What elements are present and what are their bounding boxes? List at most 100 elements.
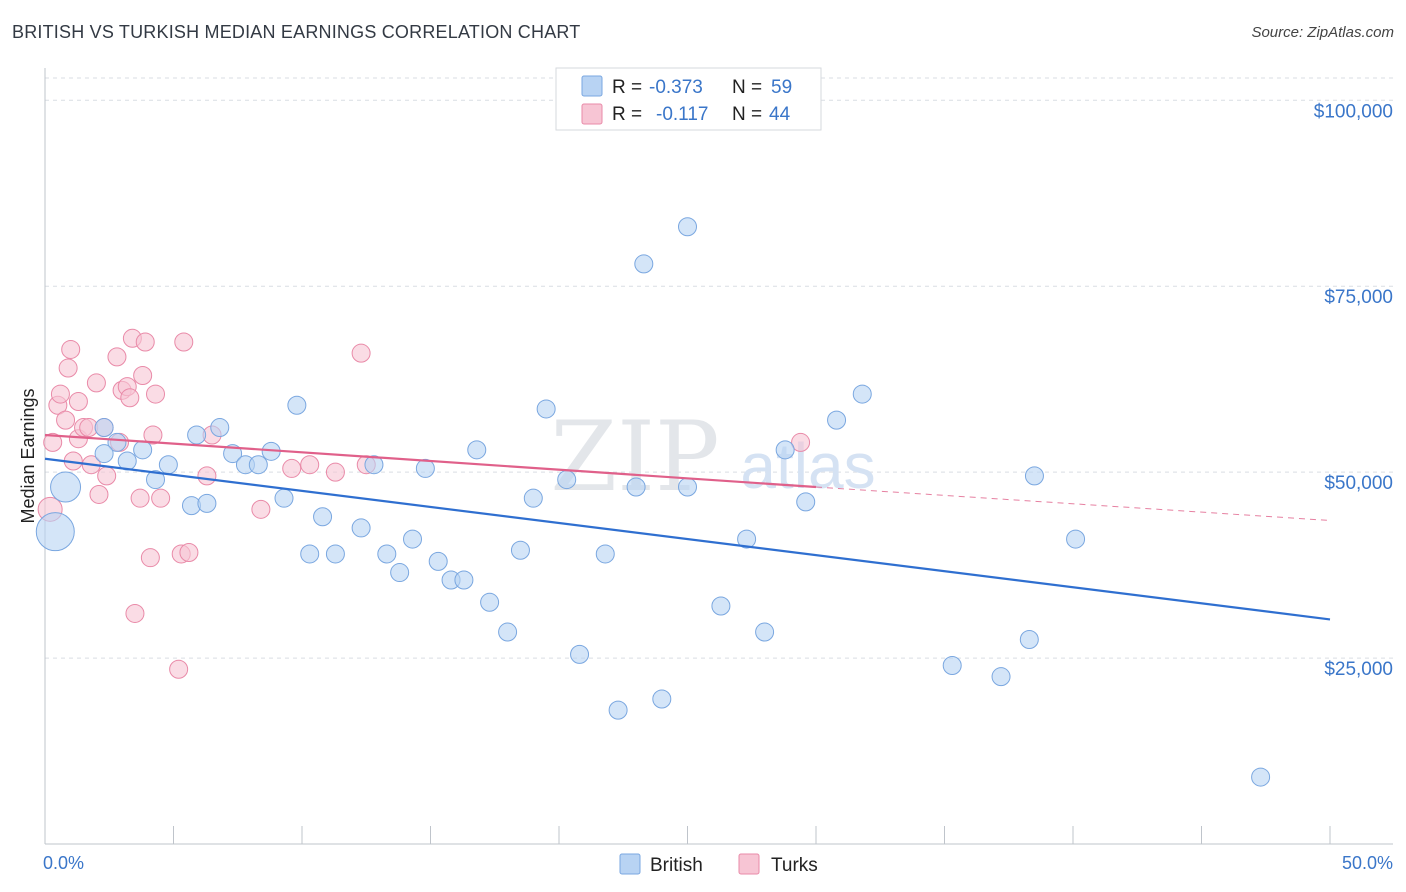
legend-british-r-label: R = [612,77,642,98]
british-point [557,470,577,490]
british-point [498,622,518,642]
british-point [755,622,775,642]
bottom-legend-turks: Turks [771,855,818,876]
turks-point [791,432,811,452]
turks-point [325,462,345,482]
bottom-legend-swatch-turks [738,853,760,875]
british-point [300,544,320,564]
british-point [796,492,816,512]
turks-point [130,488,150,508]
british-point [94,444,114,464]
british-point [94,418,114,438]
turks-point [86,373,106,393]
trend-lines [44,433,1331,621]
british-point [536,399,556,419]
watermark: ZIP atlas [550,401,875,513]
british-point [248,455,268,475]
british-point [737,529,757,549]
british-point [364,455,384,475]
british-point [377,544,397,564]
british-point [403,529,423,549]
british-point [852,384,872,404]
british-point [287,395,307,415]
grid [45,77,1393,659]
british-point [608,700,628,720]
turks-point [300,455,320,475]
british-point [428,551,448,571]
turks-point [125,603,145,623]
turks-point [97,466,117,486]
british-point [107,432,127,452]
turks-point [89,484,109,504]
bottom-legend-british: British [650,855,703,876]
y-tick-label: $50,000 [1324,473,1393,494]
legend-turks-n-label: N = [732,104,762,125]
british-point [570,644,590,664]
british-point [1066,529,1086,549]
legend-box: R = -0.373 N = 59 R = -0.117 N = 44 [555,67,822,131]
british-point [187,425,207,445]
british-point [1251,767,1271,787]
british-points [35,217,1271,787]
british-point [480,592,500,612]
y-tick-label: $100,000 [1314,101,1393,122]
british-point [467,440,487,460]
british-point [197,493,217,513]
legend-british-r-value: -0.373 [649,77,703,98]
british-point [133,440,153,460]
bottom-legend-swatch-british [619,853,641,875]
turks-trend-extension [815,486,1331,521]
x-tick-label: 0.0% [43,853,84,873]
legend-british-n-value: 59 [771,77,792,98]
british-point [1024,466,1044,486]
source-label: Source: ZipAtlas.com [1251,24,1394,41]
axes [44,68,1393,845]
turks-point [174,332,194,352]
british-point [274,488,294,508]
turks-point [61,339,81,359]
british-point [351,518,371,538]
british-point [325,544,345,564]
x-tick-label: 50.0% [1342,853,1393,873]
turks-point [351,343,371,363]
legend-swatch-british [581,75,603,97]
british-point [634,254,654,274]
turks-point [135,332,155,352]
british-point [50,471,82,503]
legend-turks-r-value: -0.117 [656,104,708,125]
british-point [678,477,697,497]
turks-point [107,347,127,367]
y-tick-labels: $25,000 $50,000 $75,000 $100,000 [1314,101,1393,680]
british-point [652,689,672,709]
turks-point [58,358,78,378]
british-point [827,410,847,430]
turks-point [56,410,76,430]
turks-point [169,659,189,679]
british-point [775,440,795,460]
legend-turks-n-value: 44 [769,104,791,125]
british-trend-line [44,457,1331,621]
legend-british-n-label: N = [732,77,762,98]
y-axis-label: Median Earnings [18,388,38,523]
british-point [942,656,962,676]
turks-trend-line [44,433,817,489]
turks-point [140,548,160,568]
bottom-legend: British Turks [619,853,818,876]
british-point [711,596,731,616]
turks-point [282,458,302,478]
british-point [415,458,435,478]
turks-point [50,384,70,404]
turks-point [43,432,63,452]
british-point [626,477,646,497]
turks-point [179,542,199,562]
british-point [510,540,530,560]
british-point [158,455,178,475]
british-point [595,544,615,564]
british-point [991,667,1011,687]
british-point [1019,629,1039,649]
turks-point [133,365,153,385]
british-point [146,470,166,490]
british-point [678,217,697,237]
legend-turks-r-label: R = [612,104,642,125]
